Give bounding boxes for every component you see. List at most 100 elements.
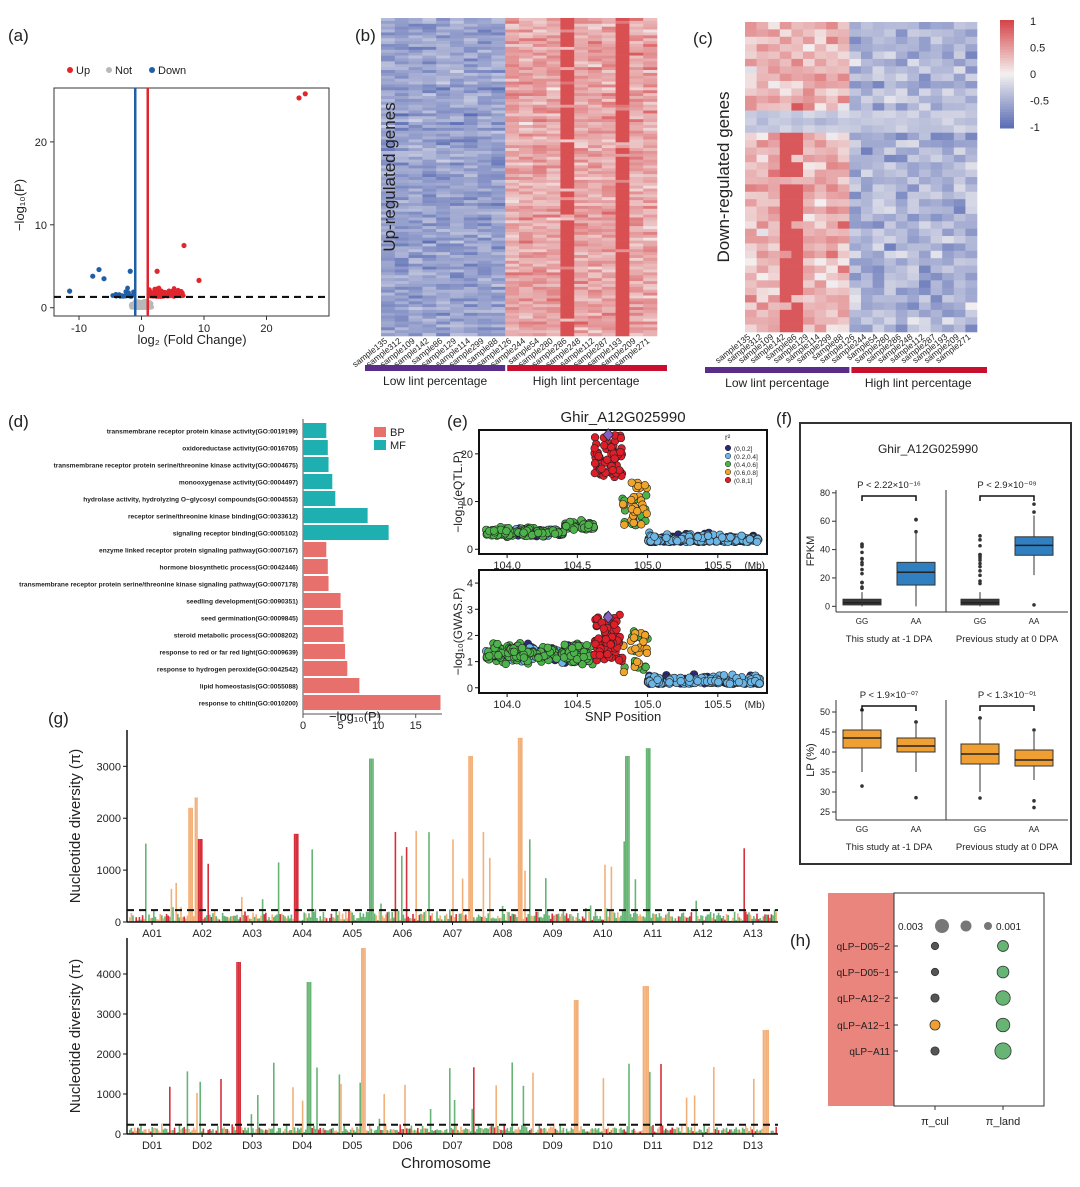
heat-cell xyxy=(477,150,492,155)
heat-cell xyxy=(942,132,955,141)
heat-cell xyxy=(574,133,589,137)
heat-cell xyxy=(643,96,658,100)
heat-cell xyxy=(942,228,955,237)
heat-cell xyxy=(408,333,423,337)
heat-cell xyxy=(519,292,534,296)
heat-cell xyxy=(615,229,630,233)
heat-cell xyxy=(629,243,644,247)
heat-cell xyxy=(394,234,409,239)
heat-cell xyxy=(826,44,839,52)
colorbar-step xyxy=(1000,82,1014,86)
heat-cell xyxy=(803,103,815,111)
heat-cell xyxy=(629,289,644,293)
heat-cell xyxy=(532,87,547,91)
heat-cell xyxy=(574,330,589,334)
heat-cell xyxy=(394,145,409,149)
heat-cell xyxy=(643,327,658,331)
heat-cell xyxy=(803,243,815,252)
heat-cell xyxy=(953,272,966,281)
heat-cell xyxy=(408,185,423,189)
heat-cell xyxy=(872,309,885,318)
heat-cell xyxy=(505,96,520,100)
heat-cell xyxy=(491,237,506,241)
heat-cell xyxy=(837,309,850,318)
heat-cell xyxy=(422,101,437,106)
heat-cell xyxy=(629,188,644,192)
heat-cell xyxy=(505,26,520,30)
heat-cell xyxy=(791,110,804,119)
heat-cell xyxy=(907,44,920,52)
heat-cell xyxy=(381,260,396,265)
heat-cell xyxy=(422,124,437,129)
heat-cell xyxy=(505,136,520,140)
heat-cell xyxy=(422,139,437,143)
heat-cell xyxy=(601,289,616,293)
heat-cell xyxy=(477,84,492,88)
heat-cell xyxy=(745,66,757,74)
heat-cell xyxy=(408,324,423,328)
heat-cell xyxy=(436,32,451,36)
heat-cell xyxy=(408,252,423,256)
heat-cell xyxy=(436,136,451,140)
go-bar xyxy=(303,474,333,489)
heat-cell xyxy=(394,90,409,94)
heat-cell xyxy=(532,84,547,88)
heat-cell xyxy=(814,36,827,45)
heat-cell xyxy=(574,61,589,65)
heat-cell xyxy=(546,96,561,100)
heat-cell xyxy=(643,249,658,253)
heat-cell xyxy=(408,156,423,160)
heat-cell xyxy=(791,95,804,104)
heat-cell xyxy=(381,61,396,65)
heat-cell xyxy=(422,156,437,160)
heat-cell xyxy=(643,309,658,314)
heat-cell xyxy=(919,228,931,237)
heat-cell xyxy=(436,292,451,296)
heat-cell xyxy=(884,95,897,104)
heat-cell xyxy=(907,317,920,325)
heat-cell xyxy=(463,93,478,97)
heat-cell xyxy=(745,73,757,82)
heat-cell xyxy=(588,67,603,71)
heat-cell xyxy=(422,70,437,74)
heat-cell xyxy=(477,46,492,51)
heat-cell xyxy=(629,266,644,270)
snp-point xyxy=(637,520,646,529)
heat-cell xyxy=(872,88,885,97)
heat-cell xyxy=(791,324,804,333)
heat-cell xyxy=(965,191,978,200)
heat-cell xyxy=(505,145,520,149)
heat-cell xyxy=(629,70,644,74)
heat-cell xyxy=(491,234,506,239)
heat-cell xyxy=(942,317,955,325)
heat-cell xyxy=(477,246,492,250)
heat-cell xyxy=(491,275,506,279)
heat-cell xyxy=(861,132,873,141)
heat-cell xyxy=(861,154,873,163)
heat-cell xyxy=(394,327,409,331)
colorbar-step xyxy=(1000,84,1014,88)
heat-cell xyxy=(643,107,658,111)
heat-cell xyxy=(942,324,955,333)
heat-cell xyxy=(422,200,437,204)
heat-cell xyxy=(505,104,520,108)
heat-cell xyxy=(519,315,534,319)
heat-cell xyxy=(436,252,451,256)
heat-cell xyxy=(450,130,465,134)
heat-cell xyxy=(477,208,492,212)
heat-cell xyxy=(907,309,920,318)
heat-cell xyxy=(588,139,603,143)
heat-cell xyxy=(574,182,589,186)
heat-cell xyxy=(953,132,966,141)
heat-cell xyxy=(491,292,506,296)
heat-cell xyxy=(463,309,478,314)
heat-cell xyxy=(532,327,547,331)
heat-cell xyxy=(463,61,478,65)
heat-cell xyxy=(768,302,781,311)
heat-cell xyxy=(532,139,547,143)
heat-cell xyxy=(560,145,575,149)
heat-cell xyxy=(643,119,658,123)
heat-cell xyxy=(919,191,931,200)
colorbar-step xyxy=(1000,60,1014,64)
heat-cell xyxy=(930,324,943,333)
